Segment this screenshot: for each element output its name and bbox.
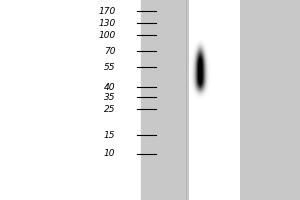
Text: 100: 100 <box>98 30 116 40</box>
Text: 15: 15 <box>104 130 116 140</box>
Text: 10: 10 <box>104 150 116 158</box>
Bar <box>141 0 300 200</box>
Text: 25: 25 <box>104 105 116 114</box>
Text: 55: 55 <box>104 62 116 72</box>
Text: 35: 35 <box>104 92 116 102</box>
Text: 130: 130 <box>98 19 116 27</box>
Text: 170: 170 <box>98 6 116 16</box>
Text: 70: 70 <box>104 46 116 55</box>
Text: 40: 40 <box>104 82 116 92</box>
